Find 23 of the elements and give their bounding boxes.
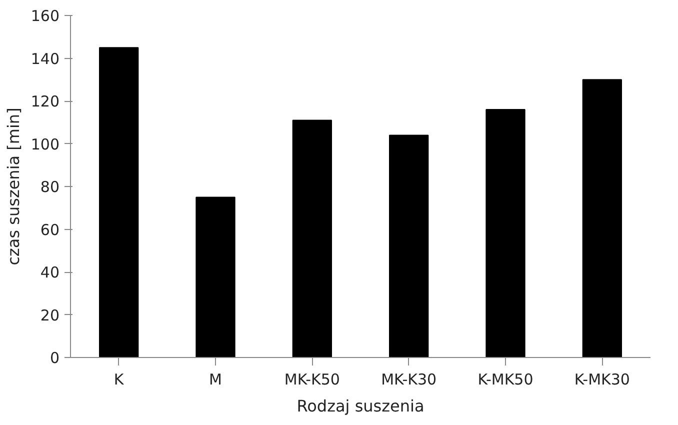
y-tick-label: 0 — [50, 349, 60, 367]
y-tick-label: 160 — [30, 7, 60, 25]
y-tick-label: 120 — [30, 92, 60, 110]
y-tick-label: 40 — [40, 264, 60, 282]
x-tick-label: K — [114, 370, 125, 388]
x-tick-label: K-MK30 — [574, 370, 630, 388]
y-tick-label: 100 — [30, 135, 60, 154]
x-tick-label: K-MK50 — [478, 370, 534, 388]
x-tick-label: MK-K50 — [284, 370, 340, 388]
bar — [486, 109, 526, 358]
x-tick-label: M — [209, 370, 222, 388]
x-tick-label: MK-K30 — [381, 370, 437, 388]
bar — [292, 120, 332, 358]
bar — [389, 134, 429, 358]
bar — [196, 196, 236, 358]
y-tick-label: 60 — [40, 220, 60, 239]
x-axis-title: Rodzaj suszenia — [296, 396, 424, 416]
y-tick-label: 140 — [30, 50, 60, 68]
y-tick-label: 80 — [40, 178, 60, 196]
y-axis-title: czas suszenia [min] — [4, 108, 23, 266]
y-tick-label: 20 — [40, 306, 60, 324]
bar — [99, 47, 139, 358]
bar — [582, 79, 622, 358]
